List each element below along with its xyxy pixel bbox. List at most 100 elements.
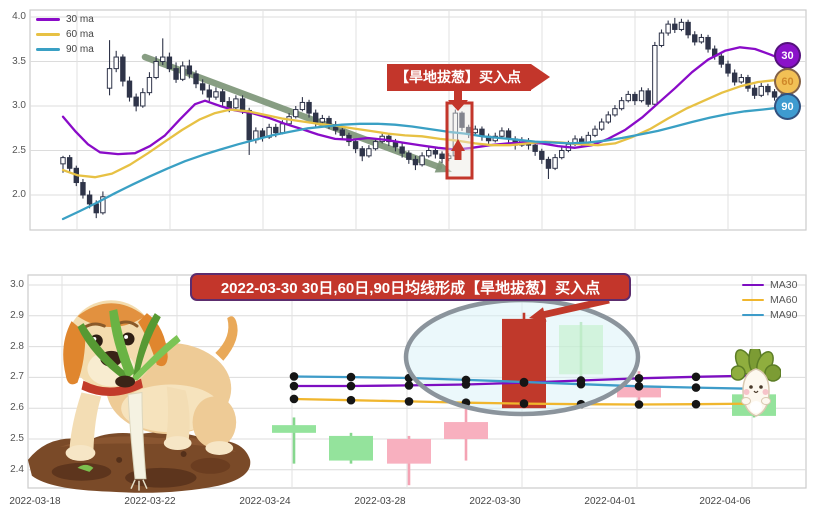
x-axis-date-label: 2022-03-28 <box>354 496 406 507</box>
MA60-marker-dot <box>346 395 356 405</box>
buy-point-highlight-box <box>445 101 474 180</box>
x-axis-date-label: 2022-04-06 <box>699 496 751 507</box>
y-axis-tick-label: 2.9 <box>10 309 24 321</box>
buy-point-callout-banner: 【旱地拔葱】买入点 <box>387 64 550 91</box>
ma-pattern-title-banner: 2022-03-30 30日,60日,90日均线形成【旱地拔葱】买入点 <box>190 273 631 301</box>
x-axis-date-label: 2022-03-22 <box>124 496 176 507</box>
ma60-line-swatch <box>742 298 764 302</box>
candlestick <box>692 34 698 43</box>
candlestick <box>113 56 119 70</box>
ma30-endpoint-badge: 30 <box>774 42 801 69</box>
candlestick <box>219 91 226 103</box>
MA60-marker-dot <box>289 394 299 404</box>
candlestick <box>426 150 432 157</box>
candlestick <box>698 36 705 43</box>
MA60-marker-dot <box>634 400 644 409</box>
candlestick <box>153 61 159 79</box>
candlestick <box>652 44 658 105</box>
candlestick <box>725 63 731 74</box>
y-axis-tick-label: 3.0 <box>10 279 24 290</box>
y-axis-tick-label: 2.7 <box>10 371 24 383</box>
MA90-marker-dot <box>346 372 356 382</box>
candlestick <box>66 157 73 169</box>
y-axis-tick-label: 3.0 <box>12 100 26 111</box>
candlestick <box>592 128 598 136</box>
candlestick <box>387 439 431 464</box>
candlestick <box>632 93 638 102</box>
candlestick <box>738 77 744 83</box>
y-axis-tick-label: 2.0 <box>12 189 26 200</box>
y-axis-tick-label: 3.5 <box>12 55 26 67</box>
MA90-marker-dot <box>576 379 586 389</box>
candlestick <box>559 150 565 159</box>
candlestick <box>672 23 678 30</box>
candlestick <box>419 155 425 166</box>
candlestick <box>678 21 685 30</box>
candlestick <box>299 101 306 111</box>
candlestick <box>246 109 252 141</box>
candlestick <box>100 196 106 214</box>
legend-item-ma90: MA90 <box>742 309 797 321</box>
candlestick <box>598 121 605 130</box>
y-axis-tick-label: 2.6 <box>10 402 24 414</box>
candlestick <box>319 117 326 123</box>
candlestick <box>731 72 738 83</box>
ma90-line-swatch <box>742 313 764 317</box>
badge-label: 90 <box>781 100 794 113</box>
legend-item-30ma: 30 ma <box>36 13 94 25</box>
MA30-marker-dot <box>346 381 356 391</box>
candlestick <box>339 129 346 136</box>
candlestick <box>126 80 133 98</box>
candlestick <box>745 77 751 89</box>
x-axis-date-label: 2022-04-01 <box>584 496 636 507</box>
30ma-line-swatch <box>36 17 60 21</box>
MA30-marker-dot <box>404 381 414 390</box>
candlestick <box>293 109 299 118</box>
candlestick <box>472 128 479 134</box>
candlestick <box>133 96 139 107</box>
legend-item-ma30: MA30 <box>742 279 797 291</box>
candlestick <box>279 123 286 134</box>
y-axis-tick-label: 2.4 <box>10 463 24 475</box>
badge-label: 60 <box>781 75 794 88</box>
candlestick <box>233 98 239 109</box>
x-axis-date-label: 2022-03-30 <box>469 496 521 507</box>
candlestick <box>502 318 546 409</box>
rabbit-body <box>741 368 771 417</box>
legend-label: MA30 <box>770 279 798 291</box>
candlestick <box>60 157 66 165</box>
candlestick <box>751 87 758 96</box>
candlestick <box>459 112 465 128</box>
candlestick <box>645 90 651 105</box>
candlestick <box>412 158 419 166</box>
candlestick <box>705 36 711 50</box>
candlestick <box>559 325 603 375</box>
y-axis-tick-label: 4.0 <box>12 11 26 22</box>
bottom-chart-legend: MA30 MA60 MA90 <box>742 279 797 321</box>
ma90-endpoint-badge: 90 <box>774 93 801 120</box>
candlestick <box>93 203 99 214</box>
30-ma-line <box>61 46 785 156</box>
MA90-marker-dot <box>634 382 644 391</box>
candlestick <box>313 112 319 123</box>
90ma-line-swatch <box>36 47 60 51</box>
MA60-marker-dot <box>691 399 701 409</box>
buy-point-callout-text: 【旱地拔葱】买入点 <box>395 69 521 85</box>
MA90-marker-dot <box>289 372 299 381</box>
buy-up-arrow <box>451 139 465 160</box>
candlestick <box>444 422 488 439</box>
candlestick <box>166 56 173 70</box>
y-axis-tick-label: 2.5 <box>10 433 24 444</box>
candlestick <box>259 130 266 138</box>
candlestick <box>180 65 186 80</box>
candlestick <box>625 93 631 102</box>
candlestick <box>406 152 412 160</box>
candlestick <box>306 101 312 114</box>
radish-leaves <box>731 349 781 382</box>
candlestick <box>186 65 193 75</box>
candlestick <box>605 114 611 123</box>
candlestick <box>552 157 558 169</box>
MA90-marker-dot <box>461 375 471 385</box>
candlestick <box>273 126 279 134</box>
